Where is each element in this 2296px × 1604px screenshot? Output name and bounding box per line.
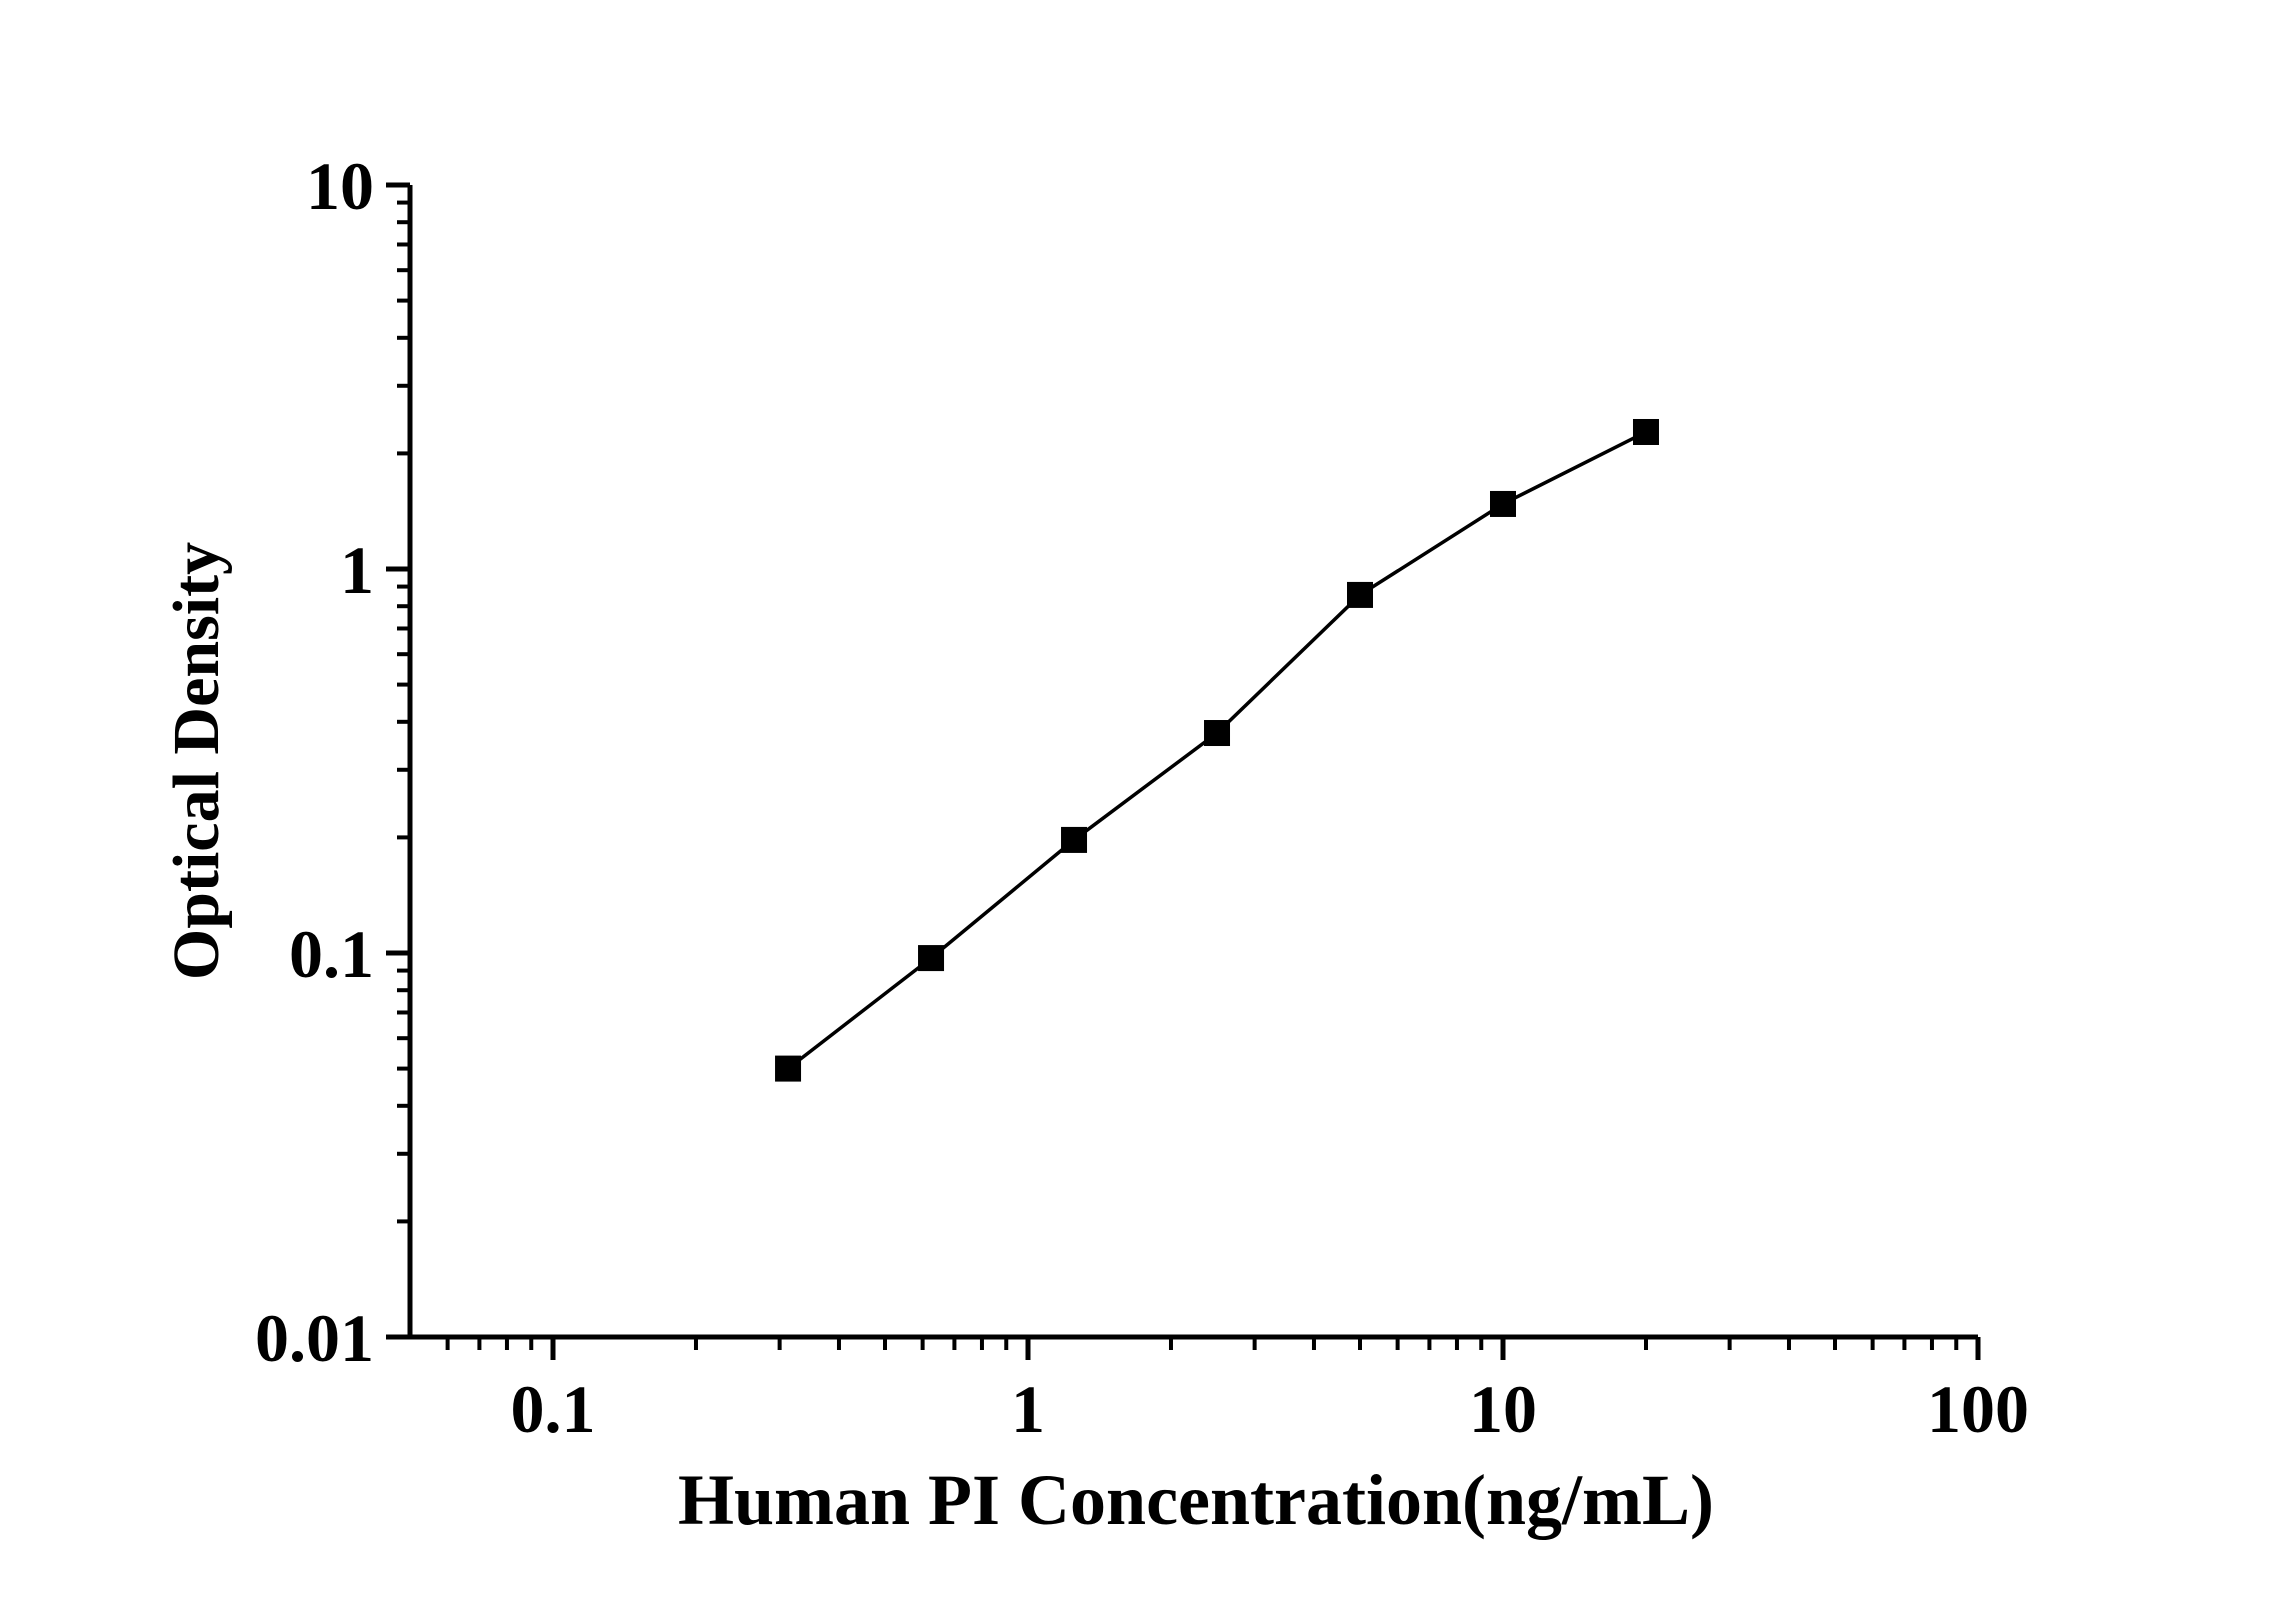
axis-lines [407, 185, 1978, 1340]
data-point-marker [1204, 720, 1231, 747]
data-point-marker [1347, 581, 1374, 608]
y-tick-label: 0.1 [289, 916, 374, 992]
x-axis-title: Human PI Concentration(ng/mL) [678, 1460, 1714, 1540]
x-tick-label: 10 [1469, 1371, 1537, 1447]
axis-ticks [386, 182, 1981, 1360]
axis-spines [407, 185, 1978, 1340]
axis-tick-labels: 0.1 1 10 100 0.01 0.1 1 10 [255, 148, 2029, 1447]
x-tick-label: 1 [1011, 1371, 1045, 1447]
data-series [775, 418, 1659, 1082]
data-point-marker [1489, 490, 1516, 517]
data-point-marker [1061, 826, 1088, 853]
x-tick-label: 0.1 [510, 1371, 595, 1447]
y-tick-label: 1 [340, 532, 374, 608]
data-point-marker [775, 1055, 802, 1082]
y-tick-label: 0.01 [255, 1300, 374, 1376]
y-tick-label: 10 [306, 148, 374, 224]
series-line [786, 430, 1647, 1070]
data-point-marker [1632, 418, 1659, 445]
data-point-marker [918, 945, 945, 972]
x-tick-label: 100 [1927, 1371, 2029, 1447]
y-axis-title: Optical Density [160, 542, 233, 980]
